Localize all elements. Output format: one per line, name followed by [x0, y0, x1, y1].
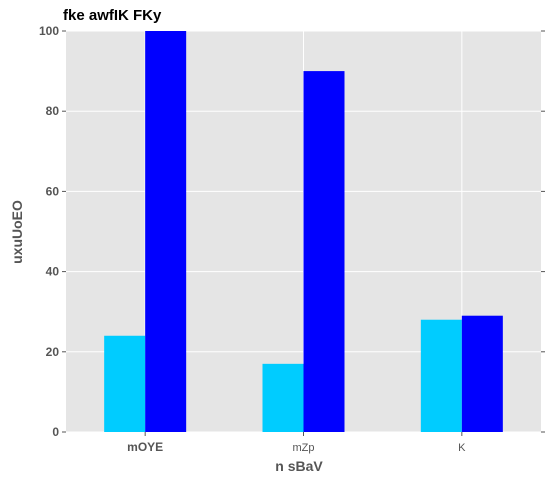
- bar: [104, 335, 146, 432]
- x-axis-ticks: mOYE mZp K: [127, 432, 466, 454]
- bar: [420, 319, 462, 432]
- x-tick-label: mZp: [293, 442, 315, 454]
- y-axis-label: uxuUoEO: [9, 200, 25, 264]
- bars: [104, 31, 503, 432]
- y-tick-label: 40: [46, 265, 60, 279]
- bar: [303, 71, 345, 432]
- bar: [461, 315, 503, 432]
- y-tick-label: 60: [46, 184, 60, 198]
- y-tick-label: 20: [46, 345, 60, 359]
- y-axis-ticks: 0 20 40 60 80 100: [39, 24, 545, 439]
- x-tick-label: mOYE: [127, 440, 163, 454]
- chart-title: fke awfIK FKy: [63, 7, 162, 24]
- x-tick-label: K: [458, 442, 466, 454]
- bar: [145, 31, 187, 432]
- bar: [262, 363, 304, 432]
- y-tick-label: 0: [52, 425, 59, 439]
- y-tick-label: 100: [39, 24, 59, 38]
- y-tick-label: 80: [46, 104, 60, 118]
- x-axis-label: n sBaV: [275, 458, 323, 474]
